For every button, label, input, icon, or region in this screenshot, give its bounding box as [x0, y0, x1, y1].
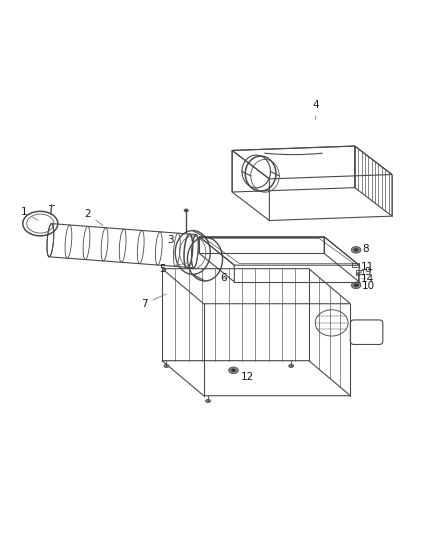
Ellipse shape	[289, 364, 294, 368]
Text: 4: 4	[312, 100, 319, 119]
Text: 9: 9	[359, 266, 371, 277]
Text: 7: 7	[141, 294, 166, 309]
Text: 2: 2	[84, 209, 103, 225]
Ellipse shape	[229, 367, 238, 374]
Ellipse shape	[164, 364, 169, 368]
Ellipse shape	[354, 284, 358, 287]
Ellipse shape	[231, 369, 236, 372]
Text: 3: 3	[167, 235, 180, 248]
Text: 10: 10	[358, 281, 374, 291]
Text: 5: 5	[159, 263, 188, 273]
Text: 1: 1	[21, 207, 38, 220]
Ellipse shape	[184, 209, 188, 212]
Ellipse shape	[205, 399, 211, 403]
Text: 12: 12	[237, 371, 254, 382]
Text: 11: 11	[358, 262, 374, 271]
Text: 14: 14	[361, 274, 374, 284]
Ellipse shape	[351, 247, 361, 253]
Text: 8: 8	[357, 244, 369, 254]
Text: 6: 6	[220, 273, 227, 284]
Ellipse shape	[351, 282, 361, 288]
Ellipse shape	[354, 248, 358, 252]
